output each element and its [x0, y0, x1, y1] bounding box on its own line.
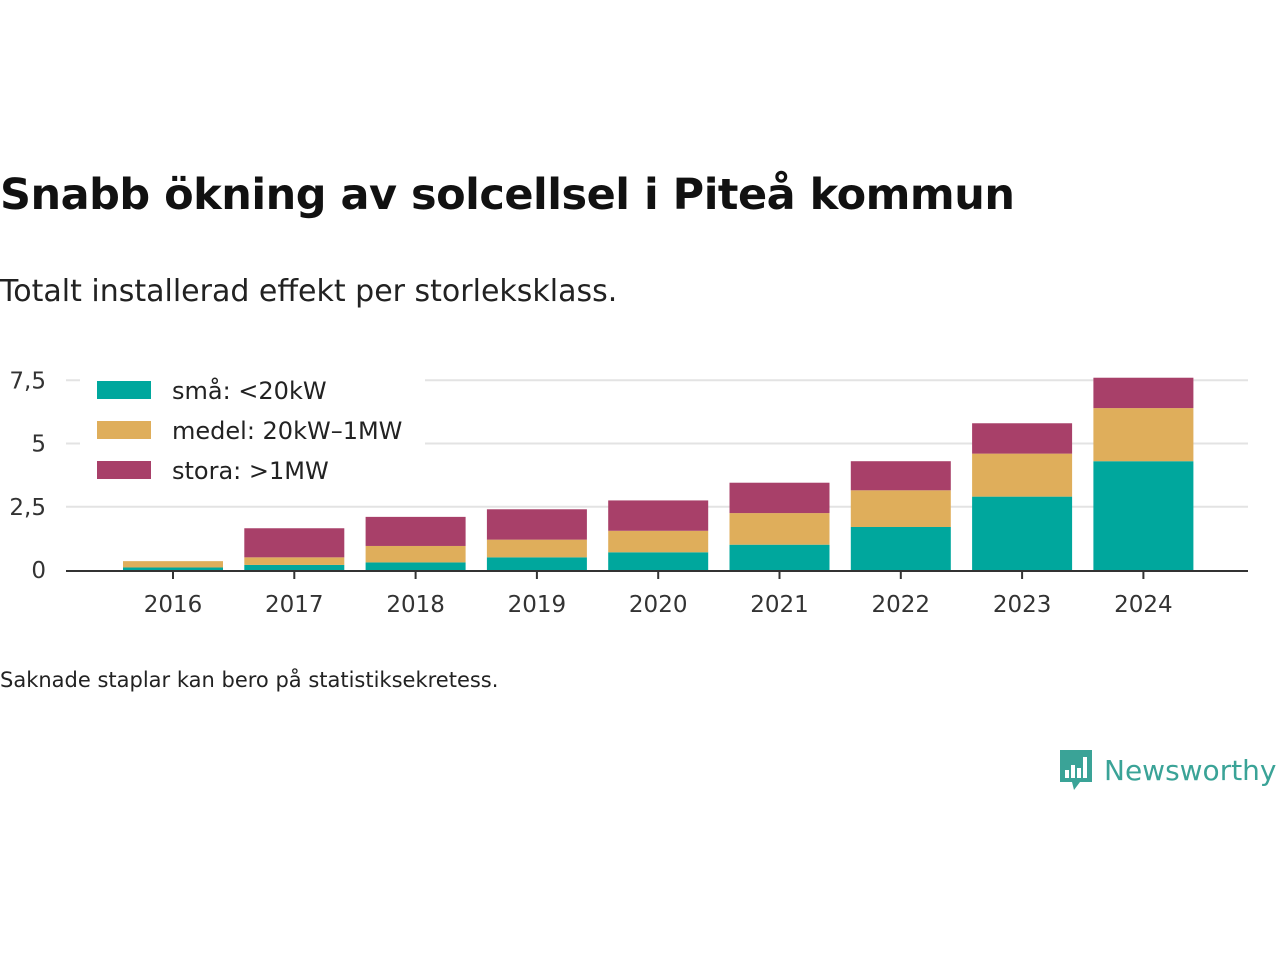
bar-segment-2024-1 — [1093, 408, 1194, 462]
x-tick-label: 2017 — [265, 592, 324, 618]
y-tick-label: 5 — [31, 432, 46, 458]
bar-segment-2019-2 — [486, 509, 587, 540]
legend-swatch — [97, 421, 151, 439]
bar-segment-2021-0 — [729, 544, 830, 570]
chart-title: Snabb ökning av solcellsel i Piteå kommu… — [0, 170, 1015, 220]
bar-segment-2017-1 — [244, 557, 345, 565]
legend-label: stora: >1MW — [172, 457, 329, 485]
bar-segment-2018-1 — [365, 545, 466, 563]
bar-segment-2023-0 — [972, 496, 1073, 570]
x-axis-ticks: 2016 2017 2018 2019 2020 2021 2022 2023 2024 — [144, 571, 1173, 618]
bar-segment-2017-0 — [244, 564, 345, 570]
legend-label: små: <20kW — [172, 376, 327, 405]
x-tick-label: 2022 — [872, 592, 931, 618]
legend: små: <20kW medel: 20kW–1MW stora: >1MW — [80, 374, 425, 504]
bar-segment-2021-2 — [729, 482, 830, 514]
bar-segment-2024-2 — [1093, 377, 1194, 409]
legend-swatch — [97, 461, 151, 479]
bar-segment-2018-2 — [365, 516, 466, 546]
bar-segment-2021-1 — [729, 513, 830, 545]
y-tick-label: 7,5 — [9, 368, 46, 394]
bar-segment-2023-1 — [972, 453, 1073, 497]
brand-name: Newsworthy — [1104, 753, 1277, 787]
y-tick-label: 2,5 — [9, 495, 46, 521]
bar-segment-2022-1 — [850, 490, 951, 527]
x-tick-label: 2024 — [1114, 592, 1173, 618]
x-tick-label: 2020 — [629, 592, 688, 618]
brand-logo: Newsworthy — [1058, 748, 1277, 792]
x-tick-label: 2016 — [144, 592, 203, 618]
bar-segment-2020-1 — [608, 530, 709, 553]
bar-segment-2022-2 — [850, 461, 951, 491]
bar-segment-2024-0 — [1093, 461, 1194, 570]
x-tick-label: 2018 — [386, 592, 445, 618]
bar-segment-2020-2 — [608, 500, 709, 531]
bar-segment-2018-0 — [365, 562, 466, 570]
x-tick-label: 2019 — [508, 592, 567, 618]
bar-segment-2022-0 — [850, 526, 951, 570]
bar-segment-2016-0 — [123, 567, 223, 570]
bar-segment-2019-1 — [486, 539, 587, 558]
footnote: Saknade staplar kan bero på statistiksek… — [0, 668, 499, 692]
bar-segment-2017-2 — [244, 528, 345, 558]
y-tick-label: 0 — [31, 558, 46, 584]
y-axis-ticks: 0 2,5 5 7,5 — [9, 368, 46, 584]
newsworthy-logo-icon — [1060, 750, 1092, 790]
stacked-bar-chart: 0 2,5 5 7,5 2016 2017 2018 2019 2020 2021 2022 202… — [9, 368, 1248, 618]
legend-label: medel: 20kW–1MW — [172, 417, 402, 445]
bars — [123, 377, 1194, 570]
x-tick-label: 2021 — [750, 592, 809, 618]
bar-segment-2020-0 — [608, 552, 709, 570]
bar-segment-2016-1 — [123, 561, 223, 568]
legend-swatch — [97, 381, 151, 399]
chart-subtitle: Totalt installerad effekt per storlekskl… — [0, 274, 618, 309]
bar-segment-2019-0 — [486, 557, 587, 570]
x-tick-label: 2023 — [993, 592, 1052, 618]
bar-segment-2023-2 — [972, 423, 1073, 454]
